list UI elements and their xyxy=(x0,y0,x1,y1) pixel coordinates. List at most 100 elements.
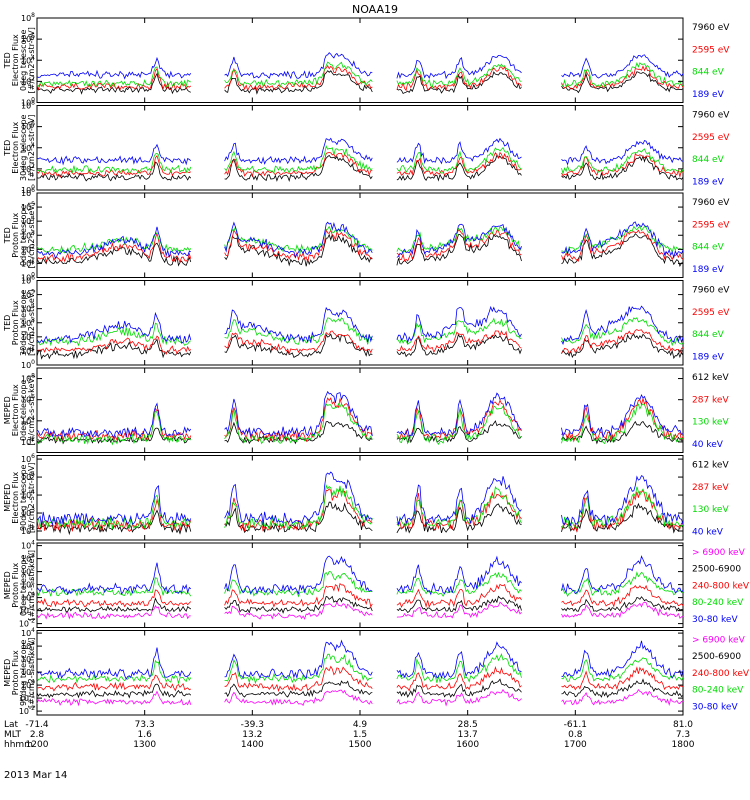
series-line xyxy=(36,555,684,596)
y-tick-label: 103 xyxy=(21,553,35,564)
y-tick-label: 101 xyxy=(21,345,35,356)
y-tick-label: 100 xyxy=(21,679,35,690)
panel-1: 100 102 104 106 108 TED Electron Flux 0deg tele… xyxy=(3,12,730,108)
x-tick-label: 4.9 xyxy=(353,720,368,730)
y-axis-label-line: Electron Flux xyxy=(11,34,20,86)
y-tick-label: 104 xyxy=(21,489,35,500)
series-line xyxy=(36,571,684,598)
y-tick-label: 102 xyxy=(21,75,35,86)
panel-frame xyxy=(36,280,684,366)
series-line xyxy=(36,678,684,699)
y-tick-label: 103 xyxy=(21,507,35,518)
y-axis-label-line: MEPED xyxy=(3,571,12,599)
y-tick-label: 102 xyxy=(21,243,35,254)
legend-entry: > 6900 keV xyxy=(692,636,746,646)
x-tick-label: 28.5 xyxy=(458,720,478,730)
y-tick-label: 101 xyxy=(21,666,35,677)
legend-entry: 2595 eV xyxy=(692,133,730,143)
legend-entry: 40 keV xyxy=(692,527,724,537)
y-axis-label: MEPED Proton Flux 90deg telescope [#/cm2-s-… xyxy=(3,637,36,708)
legend-entry: 7960 eV xyxy=(692,23,730,33)
x-tick-label: 1200 xyxy=(26,740,49,750)
y-tick-label: 100 xyxy=(21,359,35,370)
y-tick-label: 100 xyxy=(21,184,35,195)
y-tick-label: 104 xyxy=(21,142,35,153)
panel-frame xyxy=(36,17,684,103)
x-tick-label: 1300 xyxy=(133,740,156,750)
legend-entry: 30-80 keV xyxy=(692,615,738,625)
y-tick-label: 102 xyxy=(21,163,35,174)
y-tick-label: 105 xyxy=(21,471,35,482)
series-line xyxy=(36,305,684,345)
legend-entry: 287 keV xyxy=(692,483,729,493)
panel-3: 100 101 102 103 104 105 106 TED Proton Flux 0deg … xyxy=(3,187,730,283)
y-tick-label: 101 xyxy=(21,257,35,268)
y-axis-label-line: [#/cm2-s-str-keV] xyxy=(27,637,36,708)
legend-entry: 130 keV xyxy=(692,418,729,428)
y-axis-label-line: 0deg telescope xyxy=(19,204,28,265)
y-axis-label-line: MEPED xyxy=(3,396,12,424)
series-line xyxy=(36,501,684,536)
y-axis-label: TED Electron Flux 30deg telescope [#/cm2-s-… xyxy=(3,114,36,181)
y-axis-label-line: 0deg telescope xyxy=(19,554,28,615)
y-axis-label-line: Proton Flux xyxy=(11,300,20,345)
legend-entry: 7960 eV xyxy=(692,286,730,296)
legend-entry: 189 eV xyxy=(692,265,725,275)
legend-entry: 80-240 keV xyxy=(692,686,744,696)
y-tick-label: 103 xyxy=(21,317,35,328)
y-tick-label: 10-2 xyxy=(19,618,35,629)
x-tick-label: 1500 xyxy=(349,740,372,750)
y-axis-label-line: Proton Flux xyxy=(11,563,20,608)
legend-entry: 287 keV xyxy=(692,395,729,405)
y-axis-label-line: TED xyxy=(3,52,12,69)
y-axis-label-line: TED xyxy=(3,227,12,244)
date-label: 2013 Mar 14 xyxy=(4,770,67,781)
legend-entry: 844 eV xyxy=(692,330,725,340)
y-axis-label-line: Electron Flux xyxy=(11,384,20,436)
y-axis-label-line: [#/cm2-s-str-eV] xyxy=(27,290,36,356)
x-tick-label: 73.3 xyxy=(135,720,155,730)
y-tick-label: 108 xyxy=(21,100,35,111)
x-tick-label: -71.4 xyxy=(25,720,49,730)
y-axis-label-line: 30deg telescope xyxy=(19,289,28,356)
y-tick-label: 106 xyxy=(21,453,35,464)
legend-entry: > 6900 keV xyxy=(692,548,746,558)
legend-entry: 30-80 keV xyxy=(692,702,738,712)
y-tick-label: 102 xyxy=(21,331,35,342)
y-tick-label: 105 xyxy=(21,201,35,212)
series-line xyxy=(36,52,684,80)
y-axis-label-line: TED xyxy=(3,315,12,332)
x-row-label: Lat xyxy=(4,720,19,730)
legend-entry: 2595 eV xyxy=(692,220,730,230)
series-line xyxy=(36,70,684,95)
legend-entry: 240-800 keV xyxy=(692,669,750,679)
series-line xyxy=(36,653,684,685)
y-axis-label-line: 90deg telescope xyxy=(19,639,28,706)
series-line xyxy=(36,225,684,256)
y-axis-label-line: [#/cm2-s-str-keV] xyxy=(27,375,36,446)
y-tick-label: 108 xyxy=(21,12,35,23)
series-line xyxy=(37,665,684,693)
panel-frame xyxy=(36,542,684,628)
x-tick-label: 2.8 xyxy=(30,730,45,740)
y-tick-label: 104 xyxy=(21,415,35,426)
series-line xyxy=(36,228,684,264)
x-tick-label: 81.0 xyxy=(673,720,693,730)
y-tick-label: 102 xyxy=(21,525,35,536)
y-tick-label: 10-1 xyxy=(19,692,35,703)
legend-entry: 2595 eV xyxy=(692,45,730,55)
y-tick-label: 103 xyxy=(21,640,35,651)
y-axis-label-line: [#/cm2-s-str-eV] xyxy=(27,115,36,181)
series-line xyxy=(36,61,684,88)
legend-entry: 612 keV xyxy=(692,461,729,471)
x-tick-label: 7.3 xyxy=(676,730,690,740)
series-line xyxy=(36,329,684,356)
series-line xyxy=(36,137,684,166)
series-line xyxy=(36,221,684,260)
y-axis-label-line: 0deg telescope xyxy=(19,379,28,440)
